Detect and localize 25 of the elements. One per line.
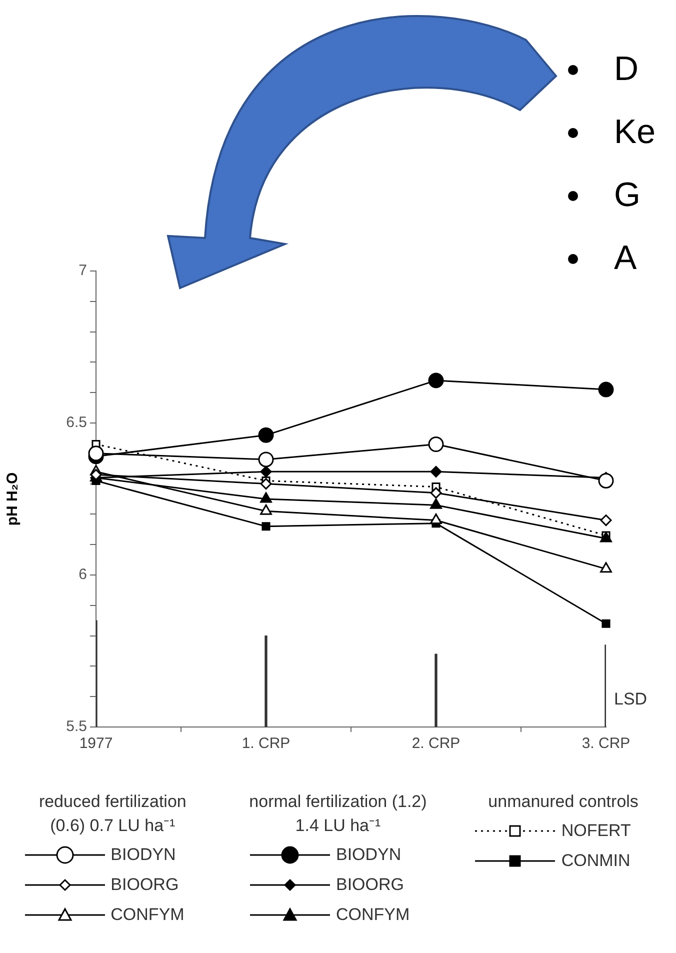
legend-label: BIOORG — [110, 875, 179, 895]
legend-label: CONFYM — [110, 905, 184, 925]
x-tick-label: 2. CRP — [412, 735, 460, 752]
legend-label: BIODYN — [110, 845, 176, 865]
text: G — [614, 176, 640, 215]
y-tick-label: 6.5 — [66, 414, 87, 432]
legend-label: BIOORG — [336, 875, 404, 895]
legend-label: CONMIN — [561, 851, 630, 871]
text: A — [614, 239, 637, 278]
y-axis-title: pH H₂O — [4, 472, 22, 526]
text: Ke — [614, 113, 656, 152]
x-tick-label: 3. CRP — [582, 735, 630, 752]
series-label: LSD — [614, 689, 648, 708]
y-tick-label: 6 — [78, 566, 87, 584]
legend-label: CONFYM — [336, 905, 410, 925]
y-tick-label: 5.5 — [66, 718, 87, 736]
legend-label: NOFERT — [561, 821, 631, 841]
x-tick-label: 1. CRP — [242, 735, 290, 752]
y-tick-label: 7 — [78, 262, 87, 280]
x-tick-label: 1977 — [79, 735, 113, 752]
text: normal fertilization (1.2) 1.4 LU ha⁻¹ — [248, 791, 428, 837]
text: D — [614, 50, 639, 89]
text: unmanured controls — [487, 791, 640, 813]
legend-label: BIODYN — [336, 845, 402, 865]
text: reduced fertilization (0.6) 0.7 LU ha⁻¹ — [38, 791, 188, 837]
